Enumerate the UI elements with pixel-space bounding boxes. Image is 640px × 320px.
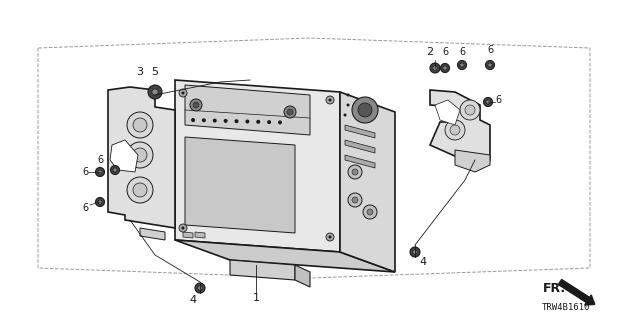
- Circle shape: [111, 165, 120, 174]
- Circle shape: [460, 63, 464, 67]
- Circle shape: [486, 100, 490, 104]
- Circle shape: [98, 170, 102, 174]
- Circle shape: [133, 183, 147, 197]
- Circle shape: [256, 120, 260, 124]
- Polygon shape: [195, 232, 205, 238]
- Polygon shape: [185, 85, 310, 135]
- Circle shape: [328, 236, 332, 238]
- Polygon shape: [175, 80, 340, 252]
- Circle shape: [284, 106, 296, 118]
- Circle shape: [133, 118, 147, 132]
- Circle shape: [413, 250, 417, 254]
- Circle shape: [267, 120, 271, 124]
- Polygon shape: [230, 260, 295, 280]
- Circle shape: [152, 89, 158, 95]
- Polygon shape: [140, 228, 165, 240]
- Text: 6: 6: [495, 95, 501, 105]
- Circle shape: [346, 93, 349, 97]
- Circle shape: [443, 66, 447, 70]
- Circle shape: [190, 99, 202, 111]
- Circle shape: [195, 283, 205, 293]
- Circle shape: [127, 177, 153, 203]
- Circle shape: [352, 97, 378, 123]
- Text: 4: 4: [189, 295, 196, 305]
- Polygon shape: [430, 90, 490, 165]
- Circle shape: [179, 89, 187, 97]
- Circle shape: [223, 119, 228, 123]
- Polygon shape: [345, 155, 375, 168]
- Circle shape: [198, 286, 202, 290]
- Circle shape: [95, 197, 104, 206]
- Circle shape: [445, 120, 465, 140]
- Circle shape: [191, 118, 195, 122]
- Circle shape: [367, 209, 373, 215]
- Circle shape: [245, 119, 250, 124]
- Text: 6: 6: [82, 203, 88, 213]
- Circle shape: [98, 200, 102, 204]
- Circle shape: [212, 119, 217, 123]
- Circle shape: [460, 100, 480, 120]
- Circle shape: [352, 169, 358, 175]
- Text: 1: 1: [253, 293, 259, 303]
- Polygon shape: [110, 140, 138, 172]
- Circle shape: [486, 60, 495, 69]
- Text: 3: 3: [136, 67, 143, 77]
- Circle shape: [352, 197, 358, 203]
- Polygon shape: [340, 92, 395, 272]
- FancyArrow shape: [558, 279, 595, 305]
- Text: 6: 6: [442, 47, 448, 57]
- Circle shape: [348, 165, 362, 179]
- Circle shape: [328, 99, 332, 101]
- Polygon shape: [345, 140, 375, 153]
- Circle shape: [326, 233, 334, 241]
- Polygon shape: [183, 232, 193, 238]
- Text: 6: 6: [459, 47, 465, 57]
- Text: L: L: [192, 118, 195, 123]
- Circle shape: [488, 63, 492, 67]
- Polygon shape: [175, 240, 395, 272]
- Circle shape: [182, 92, 184, 94]
- Circle shape: [433, 66, 437, 70]
- Text: TRW4B1610: TRW4B1610: [541, 303, 590, 312]
- Circle shape: [113, 168, 117, 172]
- Text: FR.: FR.: [543, 282, 566, 294]
- Circle shape: [127, 142, 153, 168]
- Circle shape: [287, 109, 293, 115]
- Circle shape: [95, 167, 104, 177]
- Circle shape: [234, 119, 239, 123]
- Circle shape: [363, 205, 377, 219]
- Polygon shape: [455, 150, 490, 172]
- Text: 2: 2: [426, 47, 433, 57]
- Circle shape: [344, 114, 346, 116]
- Circle shape: [179, 224, 187, 232]
- Circle shape: [148, 85, 162, 99]
- Circle shape: [127, 112, 153, 138]
- Text: 6: 6: [82, 167, 88, 177]
- Polygon shape: [108, 87, 175, 228]
- Text: 6: 6: [487, 45, 493, 55]
- Circle shape: [202, 118, 206, 122]
- Text: 4: 4: [419, 257, 427, 267]
- Circle shape: [346, 103, 349, 107]
- Circle shape: [465, 105, 475, 115]
- Text: 6: 6: [97, 155, 103, 165]
- Circle shape: [450, 125, 460, 135]
- Circle shape: [430, 63, 440, 73]
- Text: 5: 5: [152, 67, 159, 77]
- Circle shape: [440, 63, 449, 73]
- Circle shape: [326, 96, 334, 104]
- Circle shape: [193, 102, 199, 108]
- Polygon shape: [435, 100, 460, 125]
- Polygon shape: [295, 265, 310, 287]
- Circle shape: [182, 227, 184, 229]
- Circle shape: [458, 60, 467, 69]
- Circle shape: [483, 98, 493, 107]
- Circle shape: [348, 193, 362, 207]
- Circle shape: [410, 247, 420, 257]
- Circle shape: [133, 148, 147, 162]
- Circle shape: [278, 120, 282, 124]
- Polygon shape: [345, 125, 375, 138]
- Circle shape: [358, 103, 372, 117]
- Polygon shape: [185, 137, 295, 233]
